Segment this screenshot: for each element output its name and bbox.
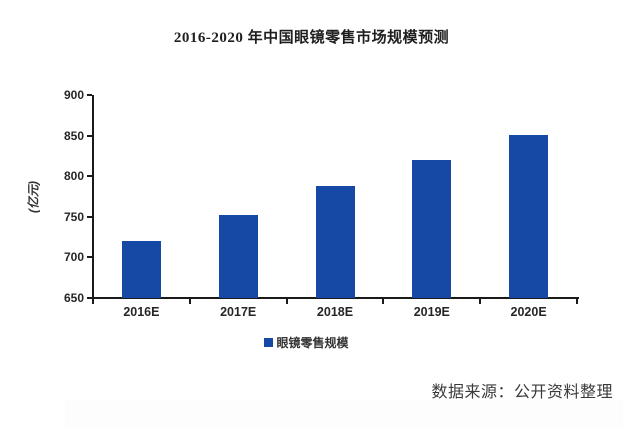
y-axis-line [92,95,94,299]
x-tick-label: 2017E [220,305,257,319]
bar-2017E [218,215,258,298]
y-tick-label: 800 [63,169,84,184]
x-tick-label: 2018E [316,305,354,319]
y-tick-label: 750 [63,209,84,224]
y-axis-title: (亿元) [26,181,41,213]
x-tick-mark [188,299,191,304]
y-tick-mark [87,215,92,218]
x-tick-mark [92,299,94,304]
y-tick-mark [87,256,92,259]
x-tick-mark [285,299,288,304]
bar-2016E [121,241,161,298]
x-tick-label: 2020E [510,305,547,319]
y-tick-label: 650 [63,291,84,305]
background-tint [65,400,623,428]
x-tick-label: 2016E [123,305,160,319]
legend-label: 眼镜零售规模 [276,336,349,350]
y-tick-label: 900 [63,88,84,102]
x-tick-label: 2019E [413,305,450,319]
legend: 眼镜零售规模 [0,334,613,351]
x-tick-mark [576,299,578,304]
bar-2020E [509,134,549,298]
legend-swatch-icon [264,338,274,347]
source-note: 数据来源：公开资料整理 [431,384,613,401]
y-tick-mark [87,175,92,178]
y-tick-label: 700 [63,250,84,265]
y-tick-mark [87,134,92,137]
y-tick-label: 850 [63,128,84,143]
bar-2019E [412,159,452,298]
x-axis-line [92,297,579,299]
y-tick-mark [87,94,92,96]
chart-title: 2016-2020 年中国眼镜零售市场规模预测 [173,30,450,46]
x-tick-mark [479,299,482,304]
bar-2018E [315,185,355,298]
x-tick-mark [382,299,385,304]
y-tick-mark [87,297,92,299]
